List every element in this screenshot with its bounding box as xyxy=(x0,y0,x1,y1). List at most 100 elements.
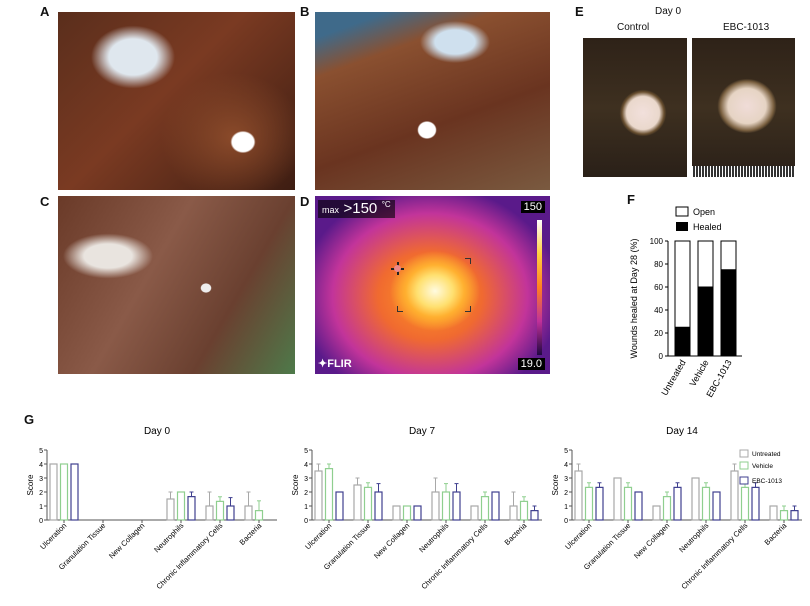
bar-vehicle-3 xyxy=(441,491,451,521)
legend-swatch-open xyxy=(675,206,689,217)
bar-untreated-2 xyxy=(652,505,661,521)
bar-untreated-4 xyxy=(205,505,214,521)
bar-vehicle-5 xyxy=(519,500,529,521)
bar-ebc-1013-0 xyxy=(595,486,604,521)
y-tick-label: 1 xyxy=(39,504,43,511)
bar-ebc-1013-4 xyxy=(491,491,500,521)
legend-swatch-vehicle xyxy=(739,461,749,470)
bar-untreated-3 xyxy=(691,477,700,521)
y-tick-label: 3 xyxy=(39,476,43,483)
x-tick-label: Chronic Inflammatory Cells xyxy=(419,521,489,591)
x-tick-label: Neutrophils xyxy=(417,521,450,554)
y-axis-label: Score xyxy=(26,474,35,495)
y-axis-label: Score xyxy=(291,474,300,495)
photo-calf-disbudding-a xyxy=(58,12,295,190)
bar-ebc-1013-3 xyxy=(712,491,721,521)
y-tick-label: 2 xyxy=(564,490,568,497)
ebc-caption: EBC-1013 xyxy=(723,22,770,33)
flir-brand: FLIR xyxy=(327,358,352,370)
bar-ebc-1013-3 xyxy=(187,496,196,521)
bar-untreated-5 xyxy=(509,505,518,521)
chart-title: Day 0 xyxy=(144,426,171,437)
panel-label-g: G xyxy=(24,412,35,427)
legend-swatch-untreated xyxy=(739,449,749,458)
y-axis-label: Score xyxy=(551,474,560,495)
bar-untreated-4 xyxy=(470,505,479,521)
legend-swatch-ebc-1013 xyxy=(739,476,749,485)
bar-untreated-0 xyxy=(574,470,583,521)
panel-label-f: F xyxy=(627,192,635,207)
bar-vehicle-4 xyxy=(215,500,225,521)
bar-untreated-2 xyxy=(392,505,401,521)
y-tick-label: 100 xyxy=(650,237,664,246)
bar-untreated-3 xyxy=(431,491,440,521)
wound-photo-control xyxy=(583,38,687,177)
bar-vehicle-2 xyxy=(402,505,412,521)
temperature-unit: °C xyxy=(381,200,391,209)
max-value: >150 xyxy=(343,200,378,217)
legend-label: EBC-1013 xyxy=(752,478,782,485)
bar-vehicle-1 xyxy=(363,486,373,521)
flir-logo-icon: ✦ xyxy=(318,358,328,370)
x-tick-label: Bacteria xyxy=(503,520,529,546)
y-tick-label: 0 xyxy=(564,518,568,525)
y-tick-label: 0 xyxy=(659,352,664,361)
chart-title: Day 14 xyxy=(666,426,698,437)
bar-vehicle-1 xyxy=(623,486,633,521)
chart-title: Day 7 xyxy=(409,426,436,437)
x-tick-label: New Collagen xyxy=(632,521,671,560)
measurement-box xyxy=(397,258,471,312)
panel-label-b: B xyxy=(300,4,310,19)
bar-vehicle-4 xyxy=(740,486,750,521)
x-tick-label: Untreated xyxy=(659,358,687,397)
x-tick-label: Chronic Inflammatory Cells xyxy=(154,521,224,591)
panel-label-a: A xyxy=(40,4,50,19)
y-tick-label: 0 xyxy=(304,518,308,525)
bar-ebc-1013-5 xyxy=(790,510,799,521)
y-tick-label: 20 xyxy=(654,329,663,338)
bar-ebc-1013-1 xyxy=(374,491,383,521)
y-tick-label: 1 xyxy=(564,504,568,511)
bar-healed-2 xyxy=(720,269,737,357)
bar-vehicle-0 xyxy=(584,486,594,521)
y-tick-label: 5 xyxy=(304,448,308,455)
bar-vehicle-0 xyxy=(324,468,334,521)
bar-ebc-1013-4 xyxy=(226,505,235,521)
x-tick-label: Bacteria xyxy=(763,520,789,546)
y-tick-label: 5 xyxy=(564,448,568,455)
bar-ebc-1013-1 xyxy=(634,491,643,521)
y-tick-label: 2 xyxy=(39,490,43,497)
y-tick-label: 80 xyxy=(654,260,663,269)
panel-label-d: D xyxy=(300,194,310,209)
photo-calf-healed-c xyxy=(58,196,295,374)
bar-healed-0 xyxy=(674,326,691,357)
y-tick-label: 1 xyxy=(304,504,308,511)
panel-label-c: C xyxy=(40,194,50,209)
legend-swatch-healed xyxy=(676,222,688,231)
panel-e-title: Day 0 xyxy=(655,6,682,17)
y-tick-label: 2 xyxy=(304,490,308,497)
y-tick-label: 4 xyxy=(564,462,568,469)
y-tick-label: 3 xyxy=(564,476,568,483)
legend-label: Untreated xyxy=(752,451,781,458)
wound-photo-ebc-1013 xyxy=(692,38,795,177)
thermal-image-d: max >150 °C 150 19.0 ✦FLIR xyxy=(315,196,550,374)
bar-vehicle-0 xyxy=(59,463,69,521)
bar-ebc-1013-3 xyxy=(452,491,461,521)
legend-label-healed: Healed xyxy=(693,222,722,232)
scale-min: 19.0 xyxy=(517,358,545,370)
bar-vehicle-3 xyxy=(701,486,711,521)
bar-ebc-1013-0 xyxy=(335,491,344,521)
bar-ebc-1013-4 xyxy=(751,486,760,521)
y-tick-label: 40 xyxy=(654,306,663,315)
bar-untreated-3 xyxy=(166,498,175,521)
scale-max: 150 xyxy=(520,201,545,213)
x-tick-label: Bacteria xyxy=(238,520,264,546)
bar-untreated-5 xyxy=(769,505,778,521)
x-tick-label: Ulceration xyxy=(563,521,593,551)
y-tick-label: 4 xyxy=(39,462,43,469)
control-caption: Control xyxy=(617,22,650,33)
